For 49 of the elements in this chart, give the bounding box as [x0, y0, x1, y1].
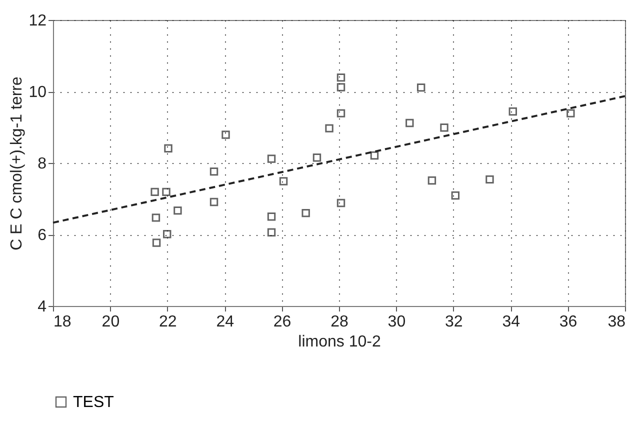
point — [279, 177, 288, 186]
point — [508, 107, 517, 116]
x-tick-label: 36 — [559, 314, 578, 330]
point — [222, 130, 230, 139]
point — [336, 109, 346, 118]
point — [163, 230, 172, 238]
point — [406, 118, 414, 128]
y-tick-label: 10 — [28, 84, 47, 101]
y-tick-label: 8 — [38, 156, 47, 172]
point — [267, 212, 276, 221]
point — [486, 175, 494, 184]
x-tick-label: 18 — [54, 314, 72, 330]
y-axis-title: C E C cmol(+).kg-1 terre — [8, 76, 26, 250]
x-tick-label: 20 — [102, 314, 120, 330]
point — [150, 188, 159, 196]
x-tick-label: 22 — [159, 314, 177, 330]
point — [325, 124, 334, 132]
point — [416, 83, 426, 92]
point — [451, 191, 460, 200]
legend-label: TEST — [73, 394, 114, 411]
x-tick-label: 28 — [330, 314, 348, 330]
point — [336, 73, 346, 82]
x-tick-label: 38 — [608, 314, 626, 330]
y-tick-label: 4 — [38, 298, 47, 316]
point — [174, 206, 182, 215]
point — [164, 144, 172, 152]
point — [267, 228, 276, 236]
x-tick-label: 34 — [502, 314, 520, 330]
point — [370, 151, 379, 160]
point — [336, 198, 346, 208]
point — [302, 208, 310, 218]
point — [428, 176, 436, 185]
x-tick-label: 24 — [216, 314, 234, 330]
point — [440, 124, 448, 132]
x-axis-title: limons 10-2 — [298, 334, 381, 350]
point — [152, 214, 160, 222]
y-tick-label: 6 — [38, 227, 47, 244]
point — [267, 154, 276, 163]
point — [210, 198, 218, 206]
point — [312, 154, 322, 162]
x-tick-label: 32 — [445, 314, 463, 330]
x-tick-label: 26 — [273, 314, 292, 330]
point — [566, 109, 575, 118]
point — [152, 238, 161, 247]
point — [336, 83, 346, 92]
point — [162, 188, 170, 196]
point — [210, 167, 218, 176]
x-tick-label: 30 — [388, 314, 406, 330]
y-tick-label: 12 — [28, 12, 47, 30]
